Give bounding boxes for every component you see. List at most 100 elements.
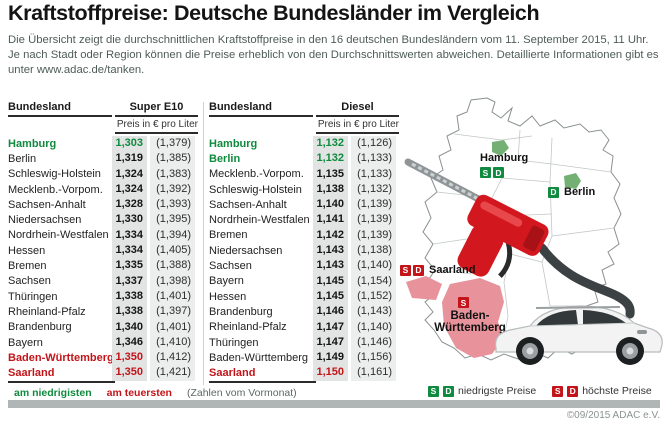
legend-lowest-label: am niedrigisten xyxy=(14,387,92,399)
current-price: 1,334 xyxy=(112,227,147,244)
current-price: 1,141 xyxy=(313,212,348,228)
table-row: Hamburg 1,303 (1,379) xyxy=(8,136,198,152)
table-row: Bayern 1,145 (1,154) xyxy=(209,273,399,289)
previous-month-price: (1,139) xyxy=(351,212,396,228)
copyright-text: ©09/2015 ADAC e.V. xyxy=(566,410,660,421)
diesel-badge-icon: D xyxy=(493,167,504,178)
current-price: 1,147 xyxy=(313,319,348,335)
previous-month-price: (1,395) xyxy=(150,212,195,228)
table-row: Hamburg 1,132 (1,126) xyxy=(209,136,399,152)
state-name: Niedersachsen xyxy=(8,214,82,227)
previous-month-price: (1,388) xyxy=(150,258,195,274)
super-badge-icon: S xyxy=(480,167,491,178)
hamburg-badges: S D xyxy=(480,167,504,178)
table-row: Sachsen-Anhalt 1,140 (1,139) xyxy=(209,197,399,213)
car-window-rear xyxy=(536,310,578,326)
state-name: Saarland xyxy=(8,367,55,380)
previous-month-price: (1,397) xyxy=(150,304,195,320)
previous-month-price: (1,138) xyxy=(351,243,396,259)
previous-month-price: (1,140) xyxy=(351,319,396,335)
previous-month-price: (1,132) xyxy=(351,181,396,198)
table-row: Bremen 1,335 (1,388) xyxy=(8,258,198,274)
previous-month-price: (1,383) xyxy=(150,166,195,182)
current-price: 1,338 xyxy=(112,304,147,320)
current-price: 1,138 xyxy=(313,181,348,198)
table-row: Bayern 1,346 (1,410) xyxy=(8,334,198,351)
previous-month-price: (1,385) xyxy=(150,151,195,167)
table-row: Brandenburg 1,146 (1,143) xyxy=(209,304,399,320)
current-price: 1,132 xyxy=(313,151,348,167)
state-name: Berlin xyxy=(209,152,241,165)
berlin-badges: D Berlin xyxy=(548,186,595,198)
previous-month-price: (1,154) xyxy=(351,273,396,289)
state-name: Saarland xyxy=(209,367,256,380)
previous-month-price: (1,405) xyxy=(150,243,195,259)
table-legend: am niedrigisten am teuersten (Zahlen vom… xyxy=(14,387,297,399)
map-label-saarland: Saarland xyxy=(429,264,476,276)
intro-text: Die Übersicht zeigt die durchschnittlich… xyxy=(8,34,659,76)
table-row: Rheinland-Pfalz 1,147 (1,140) xyxy=(209,319,399,335)
state-name: Brandenburg xyxy=(209,305,273,318)
diesel-badge-icon: D xyxy=(413,264,424,276)
state-name: Sachsen-Anhalt xyxy=(8,198,86,211)
state-name: Nordrhein-Westfalen xyxy=(8,229,109,242)
table-row: Baden-Württemberg 1,149 (1,156) xyxy=(209,350,399,366)
state-name: Mecklenb.-Vorpom. xyxy=(8,183,103,196)
column-header-bundesland: Bundesland xyxy=(209,101,313,117)
current-price: 1,303 xyxy=(112,136,147,152)
map-label-baden-wuerttemberg: Baden- Württemberg xyxy=(434,310,506,335)
state-name: Brandenburg xyxy=(8,321,72,334)
map-legend: S D niedrigste Preise S D höchste Preise xyxy=(428,385,652,397)
state-name: Sachsen-Anhalt xyxy=(209,198,287,211)
previous-month-price: (1,146) xyxy=(351,334,396,351)
car-headlight xyxy=(637,330,647,334)
state-name: Sachsen xyxy=(209,260,252,273)
table-row: Berlin 1,132 (1,133) xyxy=(209,151,399,167)
previous-month-price: (1,139) xyxy=(351,227,396,244)
column-header-fuel: Diesel xyxy=(316,101,399,117)
map-label-berlin: Berlin xyxy=(564,186,596,198)
price-unit-label: Preis in € pro Liter xyxy=(316,119,399,134)
current-price: 1,319 xyxy=(112,151,147,167)
price-unit-label: Preis in € pro Liter xyxy=(115,119,198,134)
state-name: Schleswig-Holstein xyxy=(209,183,302,196)
germany-map-graphic xyxy=(404,97,635,361)
baden-wuerttemberg-badge: S xyxy=(458,297,469,308)
state-name: Hamburg xyxy=(8,137,57,150)
table-row: Nordrhein-Westfalen 1,141 (1,139) xyxy=(209,212,399,228)
table-bottom-rule xyxy=(8,380,115,383)
previous-month-price: (1,393) xyxy=(150,197,195,213)
state-name: Sachsen xyxy=(8,275,51,288)
current-price: 1,350 xyxy=(112,365,147,381)
table-row: Brandenburg 1,340 (1,401) xyxy=(8,319,198,335)
current-price: 1,334 xyxy=(112,243,147,259)
car-beltline xyxy=(529,322,635,327)
state-name: Nordrhein-Westfalen xyxy=(209,214,310,227)
state-name: Rheinland-Pfalz xyxy=(8,305,86,318)
region-saarland xyxy=(406,276,442,300)
current-price: 1,142 xyxy=(313,227,348,244)
table-row: Mecklenb.-Vorpom. 1,135 (1,133) xyxy=(209,166,399,182)
current-price: 1,140 xyxy=(313,197,348,213)
current-price: 1,146 xyxy=(313,304,348,320)
previous-month-price: (1,161) xyxy=(351,365,396,381)
table-row: Hessen 1,334 (1,405) xyxy=(8,243,198,259)
diesel-badge-icon: D xyxy=(443,385,454,397)
saarland-badges: S D Saarland xyxy=(400,264,475,276)
state-name: Mecklenb.-Vorpom. xyxy=(209,168,304,181)
nozzle-highlight xyxy=(480,201,523,227)
super-badge-icon: S xyxy=(552,385,564,397)
separator-bar xyxy=(8,400,660,408)
current-price: 1,149 xyxy=(313,350,348,366)
table-row: Niedersachsen 1,143 (1,138) xyxy=(209,243,399,259)
table-row: Bremen 1,142 (1,139) xyxy=(209,227,399,244)
state-name: Schleswig-Holstein xyxy=(8,168,101,181)
diesel-table: Bundesland Diesel Preis in € pro Liter H… xyxy=(209,100,399,385)
table-divider xyxy=(203,102,204,385)
previous-month-price: (1,412) xyxy=(150,350,195,366)
state-name: Bremen xyxy=(8,260,47,273)
table-row: Mecklenb.-Vorpom. 1,324 (1,392) xyxy=(8,181,198,198)
previous-month-price: (1,401) xyxy=(150,288,195,305)
current-price: 1,135 xyxy=(313,166,348,182)
